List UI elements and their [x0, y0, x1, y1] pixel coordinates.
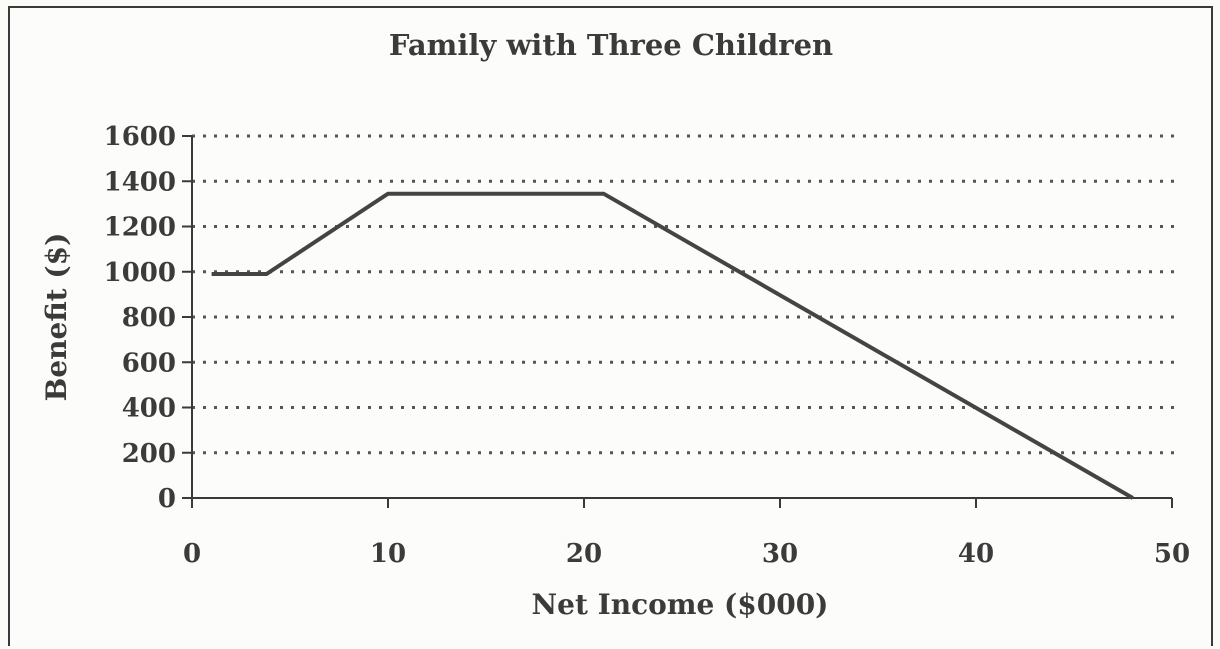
y-tick-label-0: 0 [158, 484, 176, 514]
x-tick-label-30: 30 [762, 539, 798, 569]
axes [182, 135, 1173, 508]
x-tick-label-20: 20 [566, 539, 602, 569]
x-tick-label-40: 40 [958, 539, 994, 569]
x-axis-label: Net Income ($000) [532, 588, 829, 621]
y-axis-label: Benefit ($) [40, 233, 73, 402]
chart-frame [8, 6, 1213, 646]
x-tick-label-50: 50 [1154, 539, 1190, 569]
y-tick-label-1600: 1600 [104, 122, 176, 152]
x-tick-label-0: 0 [183, 539, 201, 569]
series-group [211, 191, 1134, 500]
chart-title: Family with Three Children [389, 28, 833, 62]
y-tick-label-1200: 1200 [104, 213, 176, 243]
y-tick-label-200: 200 [122, 439, 176, 469]
y-tick-labels: 0 200 400 600 800 1000 1200 1400 1600 [104, 122, 176, 514]
y-tick-label-1400: 1400 [104, 167, 176, 197]
y-tick-label-800: 800 [122, 303, 176, 333]
y-tick-label-600: 600 [122, 348, 176, 378]
x-tick-labels: 0 10 20 30 40 50 [183, 539, 1190, 569]
y-tick-label-400: 400 [122, 394, 176, 424]
series-line-0 [211, 191, 1134, 500]
y-tick-label-1000: 1000 [104, 258, 176, 288]
gridlines [192, 134, 1174, 455]
x-tick-label-10: 10 [370, 539, 406, 569]
